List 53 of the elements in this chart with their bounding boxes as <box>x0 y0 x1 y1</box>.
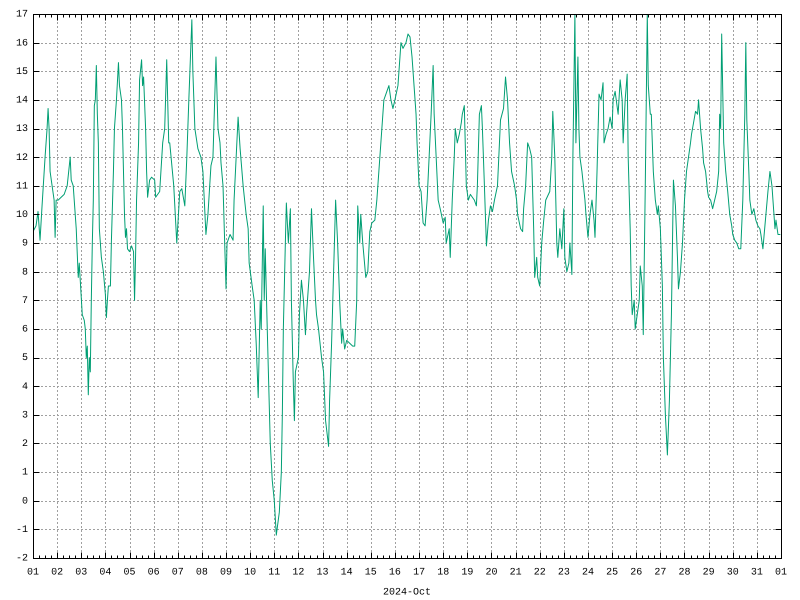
y-tick-label: 16 <box>16 38 28 50</box>
y-tick-label: 4 <box>22 382 28 393</box>
x-tick-label: 12 <box>292 568 304 579</box>
y-tick-label: 2 <box>22 439 28 450</box>
x-tick-label: 17 <box>413 568 426 579</box>
y-tick-label: 8 <box>22 267 28 278</box>
x-axis-title: 2024-Oct <box>382 588 432 599</box>
x-tick-label: 11 <box>268 568 280 579</box>
y-tick-label: 3 <box>22 410 28 422</box>
x-tick-label: 22 <box>534 568 546 579</box>
x-tick-label: 18 <box>437 568 450 579</box>
y-tick-label: 0 <box>22 496 28 508</box>
x-tick-label: 03 <box>75 568 88 579</box>
x-tick-label: 29 <box>702 568 715 579</box>
x-tick-label: 25 <box>606 568 618 579</box>
x-tick-label: 27 <box>654 568 666 579</box>
x-tick-label: 13 <box>316 568 329 579</box>
x-tick-label: 06 <box>148 568 160 579</box>
x-tick-label: 04 <box>99 568 112 579</box>
x-tick-label: 01 <box>26 568 40 579</box>
x-tick-label: 14 <box>340 568 353 579</box>
x-tick-label: 19 <box>461 568 474 579</box>
x-tick-label: 28 <box>678 568 690 579</box>
y-tick-label: 5 <box>22 353 28 364</box>
y-tick-label: 17 <box>16 10 28 21</box>
y-tick-label: 12 <box>16 152 28 164</box>
x-tick-label: 30 <box>726 568 739 579</box>
y-tick-label: 11 <box>16 181 28 192</box>
y-tick-label: 10 <box>16 210 28 222</box>
x-tick-label: 05 <box>124 568 136 579</box>
x-tick-label: 31 <box>750 568 763 579</box>
y-tick-label: -1 <box>16 525 28 536</box>
x-tick-label: 15 <box>364 568 377 579</box>
y-tick-label: 6 <box>22 324 28 336</box>
x-tick-label: 08 <box>196 568 208 579</box>
y-tick-label: 13 <box>16 124 28 136</box>
y-tick-label: -2 <box>16 554 28 565</box>
y-tick-label: 15 <box>16 66 28 78</box>
x-tick-label: 09 <box>220 568 232 579</box>
x-tick-label: 23 <box>558 568 570 579</box>
x-tick-label: 16 <box>388 568 401 579</box>
x-tick-label: 20 <box>485 568 498 579</box>
x-tick-label: 07 <box>172 568 184 579</box>
y-tick-label: 9 <box>22 238 28 250</box>
x-tick-label: 10 <box>244 568 256 579</box>
x-tick-label: 26 <box>630 568 642 579</box>
y-tick-label: 1 <box>22 468 28 479</box>
y-tick-label: 14 <box>16 96 28 107</box>
x-tick-label: 02 <box>51 568 64 579</box>
x-tick-label: 21 <box>510 568 522 579</box>
x-tick-label: 01 <box>774 568 788 579</box>
x-tick-label: 24 <box>582 568 594 579</box>
y-tick-label: 7 <box>22 296 28 307</box>
